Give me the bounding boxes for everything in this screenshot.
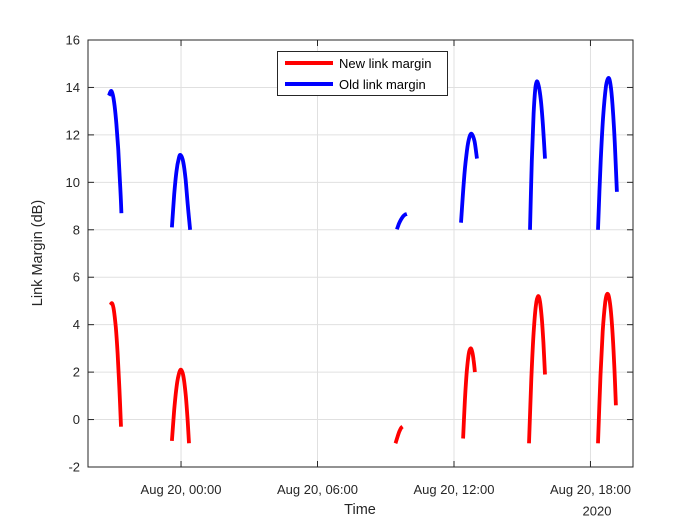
series-old-link-margin-curve [170, 153, 192, 230]
series-old-link-margin-curve [395, 212, 408, 230]
y-tick-label: 6 [73, 270, 80, 285]
legend-label-old: Old link margin [339, 76, 426, 92]
x-axis-label: Time [344, 502, 376, 518]
y-tick-label: 14 [66, 80, 80, 95]
series-new-link-margin-curve [461, 346, 477, 439]
y-tick-label: 10 [66, 175, 80, 190]
series-old-link-margin-curve [459, 131, 479, 223]
legend-entry-new-link-margin: New link margin [285, 53, 447, 73]
series-new-link-margin-curve [170, 367, 191, 444]
legend-line-sample-new [285, 61, 333, 65]
series-old-link-margin-curve [107, 89, 124, 214]
legend-entry-old-link-margin: Old link margin [285, 74, 447, 94]
plot-border [87, 39, 634, 468]
y-tick-label: 8 [73, 222, 80, 237]
y-tick-label: -2 [68, 460, 80, 475]
series-new-link-margin-curve [596, 291, 618, 444]
series-old-link-margin-curve [528, 79, 547, 230]
x-tick-label: Aug 20, 06:00 [277, 482, 358, 497]
y-tick-label: 4 [73, 317, 80, 332]
x-tick-label: Aug 20, 12:00 [414, 482, 495, 497]
series-new-link-margin-curve [527, 294, 547, 444]
y-tick-label: 2 [73, 365, 80, 380]
series-old-link-margin-curve [596, 76, 619, 230]
y-tick-label: 16 [66, 33, 80, 48]
series-new-link-margin-curve [108, 301, 123, 427]
y-tick-label: 12 [66, 127, 80, 142]
series-new-link-margin-curve [393, 425, 404, 444]
x-tick-label: Aug 20, 18:00 [550, 482, 631, 497]
y-axis-label: Link Margin (dB) [30, 199, 46, 307]
legend: New link margin Old link margin [277, 51, 448, 96]
x-axis-year-label: 2020 [582, 503, 612, 519]
legend-line-sample-old [285, 82, 333, 86]
x-tick-label: Aug 20, 00:00 [141, 482, 222, 497]
y-tick-label: 0 [73, 412, 80, 427]
legend-label-new: New link margin [339, 55, 432, 71]
